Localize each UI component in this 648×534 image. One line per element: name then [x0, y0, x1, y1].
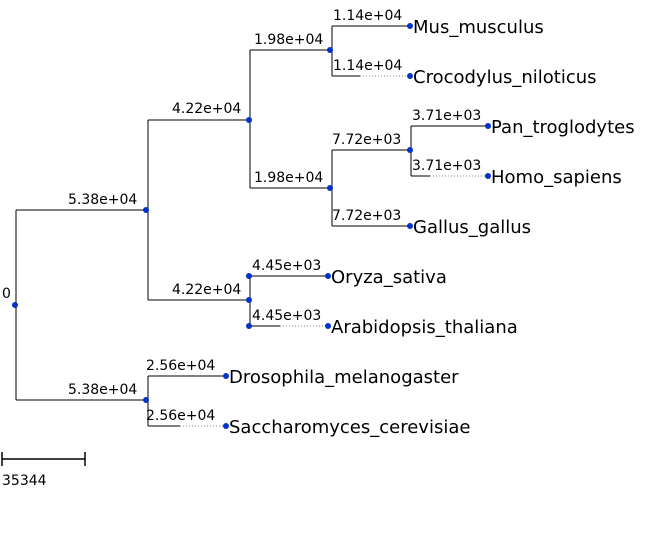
- leaf-node: [407, 73, 413, 79]
- root-label: 0: [2, 286, 11, 302]
- branch-label-n5: 1.98e+04: [254, 32, 323, 48]
- node-n2: [143, 397, 149, 403]
- leaf-node: [485, 173, 491, 179]
- leaf-label: Saccharomyces_cerevisiae: [229, 417, 470, 438]
- leaf-node: [325, 273, 331, 279]
- leaf-label: Mus_musculus: [413, 17, 544, 38]
- dotted-extensions: [180, 75, 488, 427]
- leaf-branch-label: 4.45e+03: [252, 308, 321, 324]
- branch-label-n8: 2.56e+04: [146, 358, 215, 374]
- node-n9: [246, 323, 252, 329]
- branch-label-n4: 4.22e+04: [172, 282, 241, 298]
- leaf-label: Oryza_sativa: [331, 267, 447, 288]
- edge-n3: [249, 49, 330, 189]
- branch-label-n2: 5.38e+04: [68, 382, 137, 398]
- node-n7: [407, 147, 413, 153]
- node-n6: [327, 185, 333, 191]
- leaf-node: [223, 423, 229, 429]
- node-root: [12, 302, 18, 308]
- leaf-label: Arabidopsis_thaliana: [331, 317, 518, 338]
- leaf-branch-label: 7.72e+03: [332, 208, 401, 224]
- branch-label-n9: 4.45e+03: [252, 258, 321, 274]
- leaf-label: Drosophila_melanogaster: [229, 367, 459, 388]
- leaf-node: [485, 123, 491, 129]
- scale-bar: 35344: [1, 452, 86, 489]
- branch-label-n7: 7.72e+03: [332, 132, 401, 148]
- node-n1: [143, 207, 149, 213]
- branch-label-n1: 5.38e+04: [68, 192, 137, 208]
- leaf-node: [407, 23, 413, 29]
- edge-n1: [147, 119, 248, 301]
- node-n3: [246, 117, 252, 123]
- leaf-node: [325, 323, 331, 329]
- leaf-label: Pan_troglodytes: [491, 117, 635, 138]
- leaf-label: Homo_sapiens: [491, 167, 622, 188]
- node-n8: [246, 273, 252, 279]
- leaf-label: Gallus_gallus: [413, 217, 531, 238]
- edge-root: [15, 209, 146, 401]
- leaf-node: [407, 223, 413, 229]
- leaf-branch-label: 3.71e+03: [412, 158, 481, 174]
- node-n5: [327, 47, 333, 53]
- branch-label-n6: 1.98e+04: [254, 170, 323, 186]
- leaf-branch-label: 1.14e+04: [333, 8, 402, 24]
- scale-bar-label: 35344: [2, 473, 47, 489]
- scale-bar-line: [1, 452, 86, 466]
- leaf-labels: Mus_musculus Crocodylus_niloticus Pan_tr…: [229, 17, 635, 438]
- leaf-branch-label: 2.56e+04: [146, 408, 215, 424]
- leaf-node: [223, 373, 229, 379]
- branch-labels: 0 5.38e+04 5.38e+04 4.22e+04 4.22e+04 1.…: [2, 8, 481, 424]
- leaf-branch-label: 3.71e+03: [412, 108, 481, 124]
- branch-label-n3: 4.22e+04: [172, 101, 241, 117]
- leaf-label: Crocodylus_niloticus: [413, 67, 597, 88]
- tree-nodes: [12, 23, 491, 429]
- leaf-branch-label: 1.14e+04: [333, 58, 402, 74]
- node-n4: [246, 297, 252, 303]
